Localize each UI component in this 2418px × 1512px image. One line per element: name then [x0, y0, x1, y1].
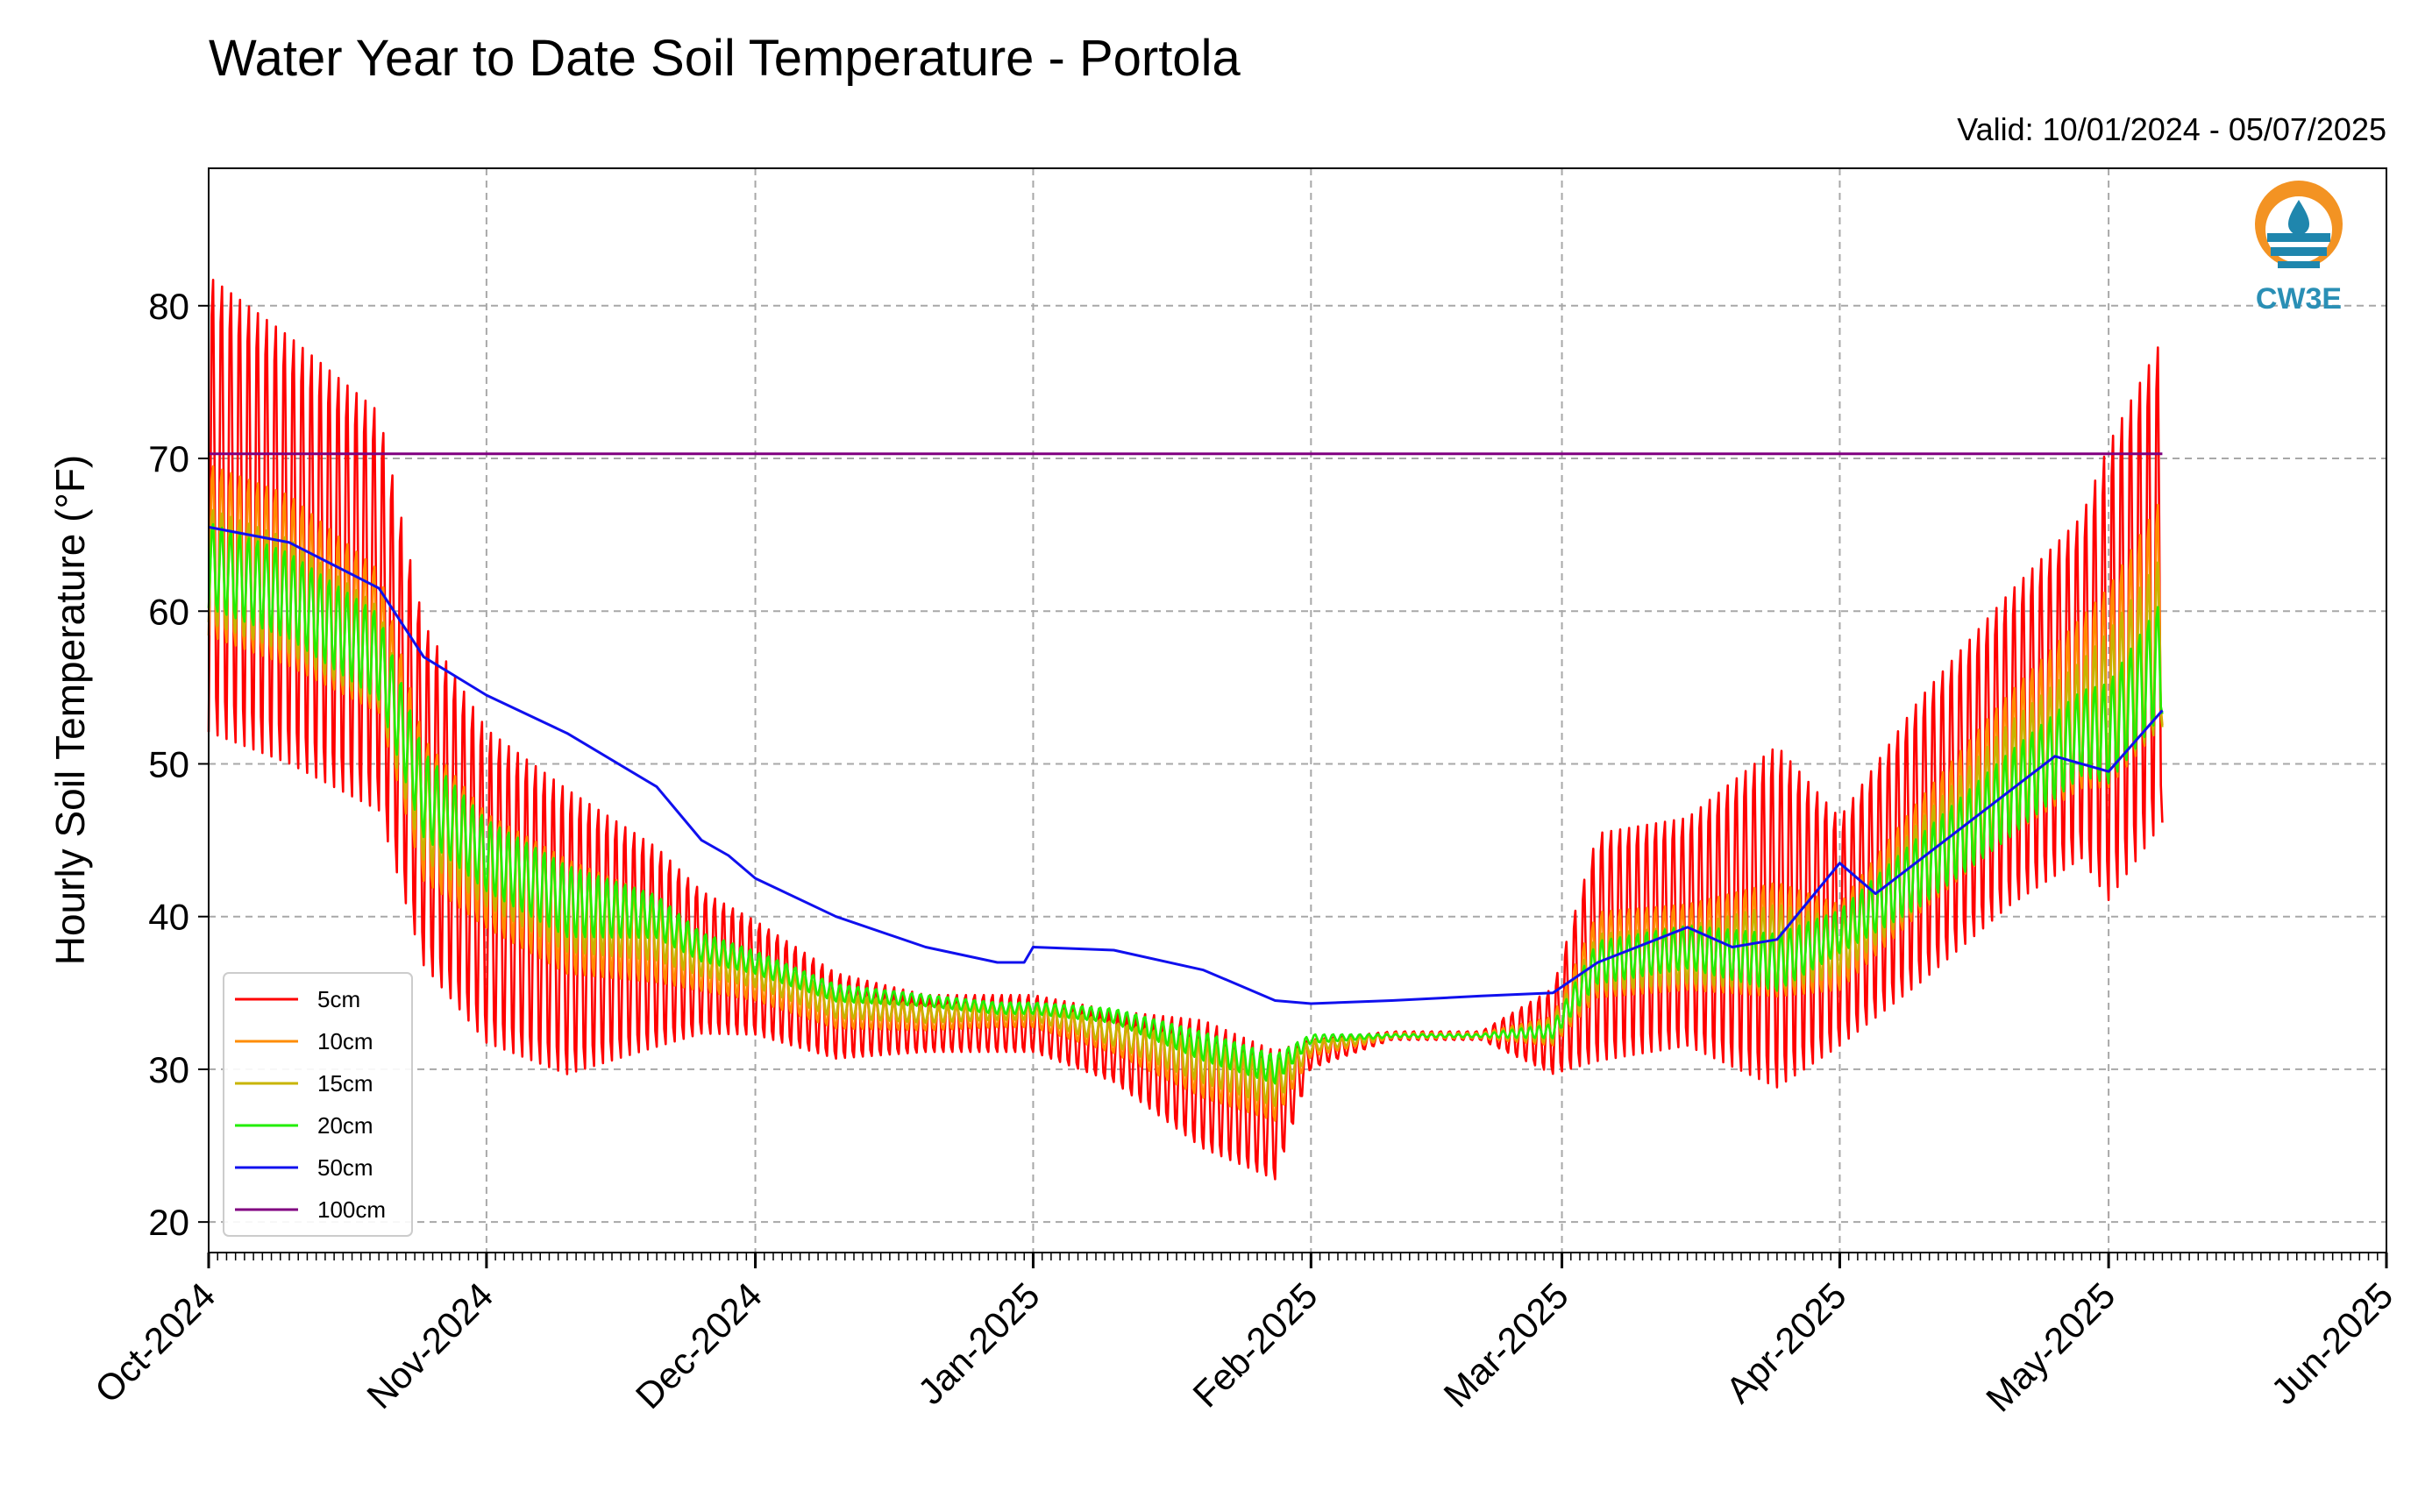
plot-frame: [208, 167, 2387, 1253]
y-tick-label: 50: [148, 743, 189, 784]
x-tick-label: Jun-2025: [2263, 1274, 2400, 1412]
logo-wave-icon: [2271, 247, 2327, 256]
y-tick-label: 40: [148, 897, 189, 938]
y-tick-label: 60: [148, 591, 189, 632]
logo-droplet-icon: [2288, 200, 2309, 235]
legend-label-100cm: 100cm: [317, 1196, 386, 1223]
legend-box: [223, 972, 413, 1237]
y-tick-label: 30: [148, 1049, 189, 1090]
x-tick-label: Jan-2025: [910, 1274, 1048, 1412]
logo-wave-icon: [2278, 261, 2320, 268]
legend-label-10cm: 10cm: [317, 1028, 373, 1054]
series-line-50cm: [208, 525, 2164, 1005]
x-axis: Oct-2024 Nov-2024 Dec-2024 Jan-2025 Feb-2025…: [87, 1253, 2400, 1419]
series-line-5cm: [207, 278, 2164, 1181]
logo-wave-icon: [2267, 233, 2330, 242]
chart-title: Water Year to Date Soil Temperature - Po…: [209, 30, 1241, 87]
series-line-20cm: [207, 522, 2164, 1085]
x-tick-label: Nov-2024: [359, 1274, 501, 1416]
series-lines: [207, 278, 2164, 1181]
legend-label-5cm: 5cm: [317, 986, 360, 1012]
x-tick-label: Apr-2025: [1717, 1274, 1853, 1410]
legend-label-50cm: 50cm: [317, 1154, 373, 1181]
y-axis-label: Hourly Soil Temperature (°F): [47, 455, 93, 966]
logo-text: CW3E: [2256, 282, 2342, 316]
legend: 5cm 10cm 15cm 20cm 50cm 100cm: [223, 972, 413, 1237]
y-tick-label: 80: [148, 286, 189, 327]
y-tick-label: 20: [148, 1202, 189, 1243]
x-tick-label: Oct-2024: [87, 1274, 223, 1410]
x-tick-label: Mar-2025: [1436, 1274, 1576, 1415]
legend-label-15cm: 15cm: [317, 1070, 373, 1097]
y-tick-label: 70: [148, 438, 189, 479]
x-tick-label: Feb-2025: [1184, 1274, 1325, 1415]
cw3e-logo: CW3E: [2255, 181, 2343, 316]
legend-label-20cm: 20cm: [317, 1112, 373, 1139]
valid-date-range: Valid: 10/01/2024 - 05/07/2025: [1957, 111, 2386, 147]
grid-lines: [209, 168, 2386, 1253]
x-tick-label: May-2025: [1978, 1274, 2123, 1419]
y-axis: 20 30 40 50 60 70 80: [148, 286, 209, 1243]
x-tick-label: Dec-2024: [628, 1274, 770, 1416]
